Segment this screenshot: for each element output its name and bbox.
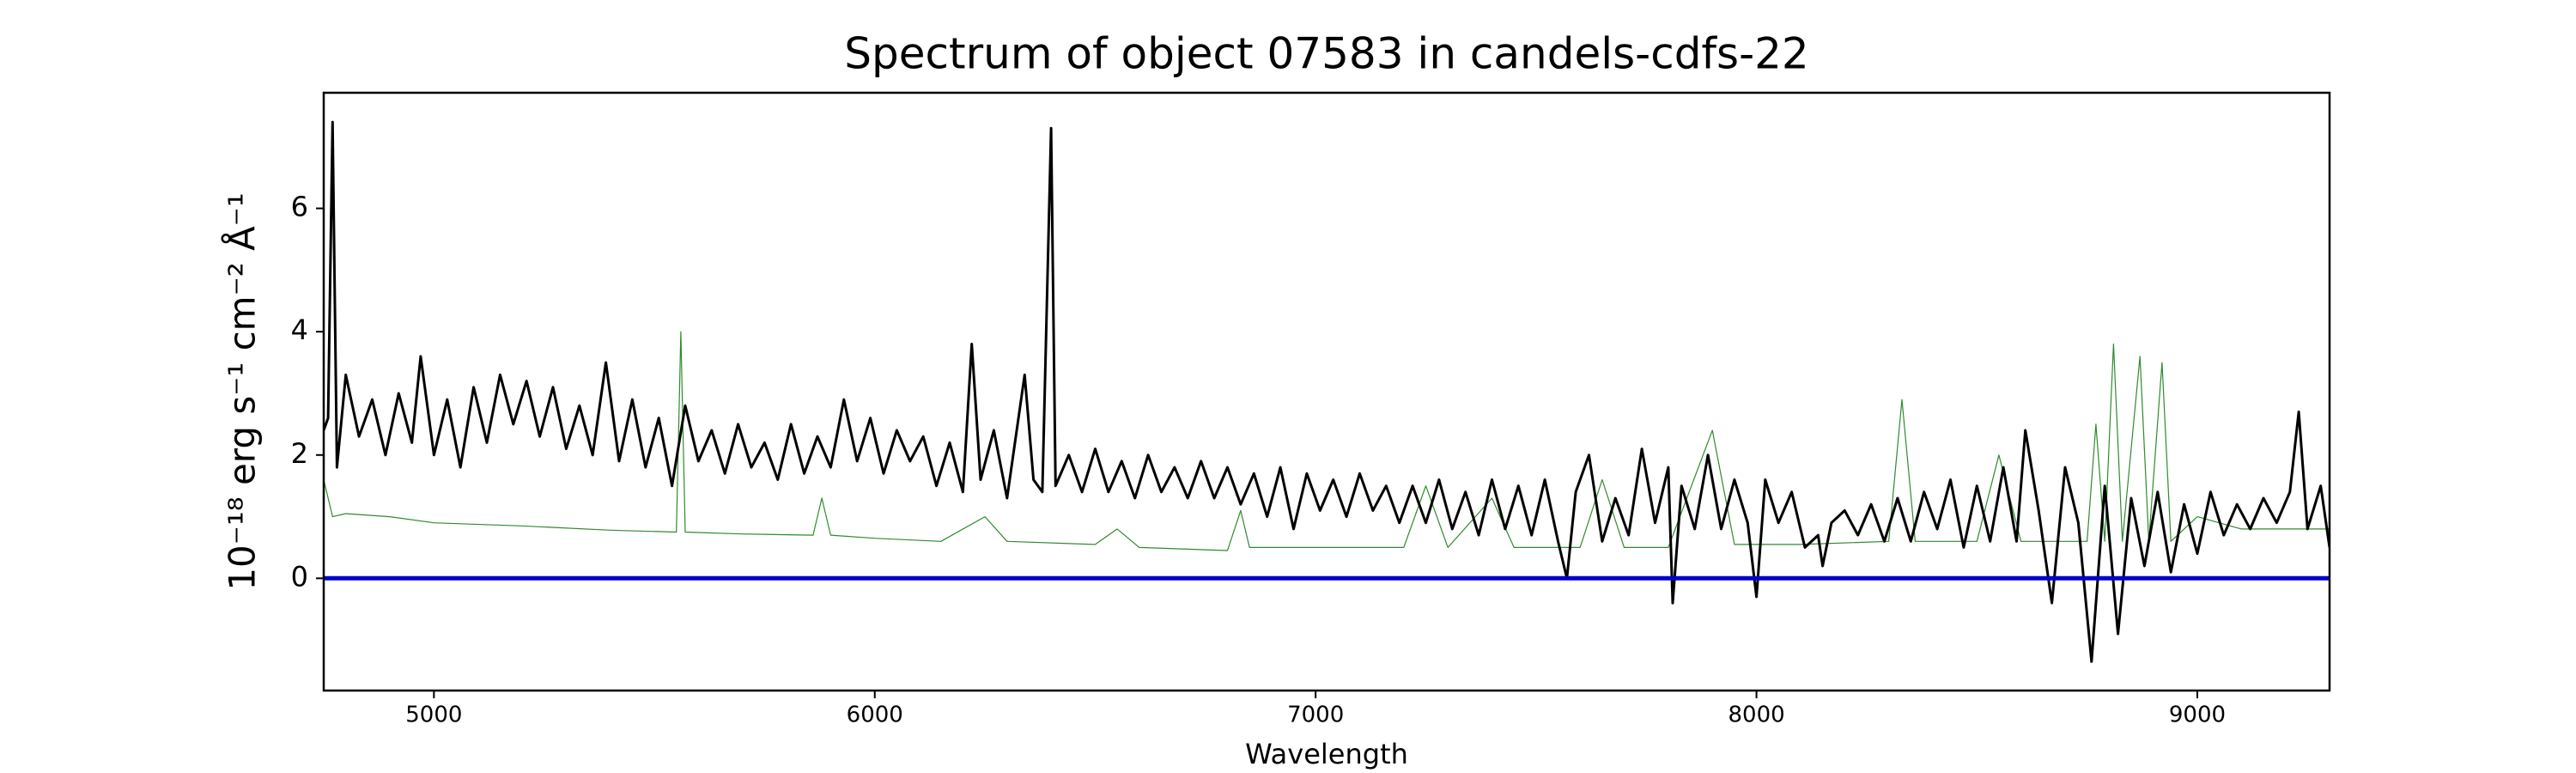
spectrum-line bbox=[324, 120, 2330, 663]
chart-title: Spectrum of object 07583 in candels-cdfs… bbox=[844, 29, 1809, 79]
x-tick-label: 9000 bbox=[2169, 703, 2226, 728]
y-tick-label: 2 bbox=[291, 437, 308, 470]
y-tick-label: 6 bbox=[291, 191, 308, 223]
x-tick-label: 7000 bbox=[1287, 703, 1344, 728]
y-tick-label: 0 bbox=[291, 560, 308, 593]
plot-area bbox=[324, 120, 2330, 663]
x-tick-label: 5000 bbox=[405, 703, 462, 728]
spectrum-line bbox=[324, 331, 2330, 551]
x-axis-label: Wavelength bbox=[1245, 738, 1408, 770]
x-tick-label: 6000 bbox=[847, 703, 903, 728]
y-tick-label: 4 bbox=[291, 313, 308, 346]
plot-frame bbox=[322, 91, 2331, 692]
y-axis-label: 10⁻¹⁸ erg s⁻¹ cm⁻² Å⁻¹ bbox=[221, 192, 264, 590]
x-tick-label: 8000 bbox=[1728, 703, 1784, 728]
